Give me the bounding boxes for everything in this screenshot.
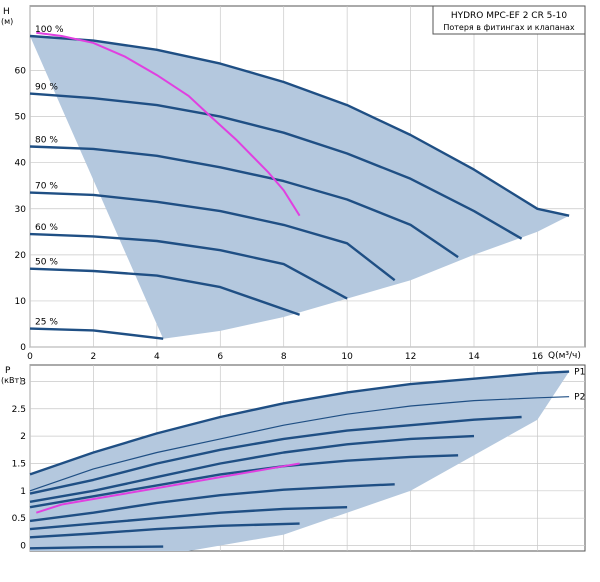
annotation-60: 60 %: [35, 223, 58, 233]
annotation-25: 25 %: [35, 318, 58, 328]
power-chart: 0 0.5 1 1.5 2 2.5 3 P1 P2 P (кВт): [1, 364, 586, 552]
series-70-line: [29, 191, 396, 282]
x-tick-label: 14: [468, 352, 480, 362]
title-box: [432, 5, 586, 35]
head-system-curve: [36, 31, 301, 217]
y-tick-label: 2: [20, 432, 26, 442]
annotation-80: 80 %: [35, 136, 58, 146]
y-tick-label: 20: [15, 251, 27, 261]
head-y-unit: (м): [1, 17, 13, 26]
head-y-tick-labels: 0 10 20 30 40 50 60: [15, 67, 27, 353]
power-operating-region: [30, 371, 570, 551]
x-tick-label: 12: [405, 352, 416, 362]
y-tick-label: 40: [15, 159, 27, 169]
series-50-line: [29, 267, 300, 316]
series-90-line: [29, 415, 522, 495]
y-tick-label: 1: [20, 487, 26, 497]
x-tick-label: 8: [281, 352, 287, 362]
power-y-unit: (кВт): [1, 376, 22, 385]
annotation-p1: P1: [574, 368, 585, 378]
series-p1-line: [29, 370, 570, 476]
y-tick-label: 0.5: [12, 514, 26, 524]
x-axis-label: Q(м³/ч): [548, 351, 581, 361]
series-90-line: [29, 92, 523, 240]
series-p2-line: [29, 396, 570, 492]
head-y-label: H: [3, 7, 10, 17]
series-70-line: [29, 483, 395, 523]
x-tick-label: 4: [154, 352, 160, 362]
series-25-line: [29, 545, 164, 550]
y-tick-label: 2.5: [12, 405, 26, 415]
series-80-line: [29, 454, 459, 509]
head-speed-labels: 100 % 90 % 80 % 70 % 60 % 50 % 25 %: [35, 25, 64, 328]
series-60-line: [29, 232, 348, 300]
annotation-100: 100 %: [35, 25, 64, 35]
head-chart: 0 10 20 30 40 50 60 0 2 4 6 8 10 12 14 16 100 % 90 % 80 …: [1, 5, 586, 362]
y-tick-label: 10: [15, 297, 27, 307]
series-80-line: [29, 145, 459, 259]
y-tick-label: 3: [20, 377, 26, 387]
head-x-tick-labels: 0 2 4 6 8 10 12 14 16: [27, 352, 543, 362]
chart-subtitle: Потеря в фитингах и клапанах: [443, 23, 575, 32]
y-tick-label: 50: [15, 113, 27, 123]
power-system-curve: [35, 462, 300, 514]
y-tick-label: 60: [15, 67, 27, 77]
y-tick-label: 0: [20, 343, 26, 353]
y-tick-label: 30: [15, 205, 27, 215]
series-100-line: [29, 34, 570, 217]
x-tick-label: 0: [27, 352, 33, 362]
power-y-label: P: [5, 366, 11, 376]
head-series-group: [29, 34, 570, 340]
power-curve-labels: P1 P2: [574, 368, 585, 403]
y-tick-label: 1.5: [12, 459, 26, 469]
chart-title: HYDRO MPC-EF 2 CR 5-10: [451, 11, 568, 21]
head-operating-region: [30, 36, 570, 339]
series-60-line: [29, 506, 348, 531]
series-50-line: [29, 522, 300, 539]
series-90-p2-line: [29, 434, 475, 503]
annotation-p2: P2: [574, 393, 585, 403]
power-series-group: [29, 370, 570, 550]
x-tick-label: 16: [532, 352, 544, 362]
y-tick-label: 0: [20, 542, 26, 552]
x-tick-label: 2: [91, 352, 97, 362]
annotation-90: 90 %: [35, 83, 58, 93]
x-tick-label: 6: [217, 352, 223, 362]
x-tick-label: 10: [341, 352, 353, 362]
series-25-line: [29, 327, 164, 340]
power-y-tick-labels: 0 0.5 1 1.5 2 2.5 3: [12, 377, 27, 551]
annotation-50: 50 %: [35, 258, 58, 268]
annotation-70: 70 %: [35, 182, 58, 192]
